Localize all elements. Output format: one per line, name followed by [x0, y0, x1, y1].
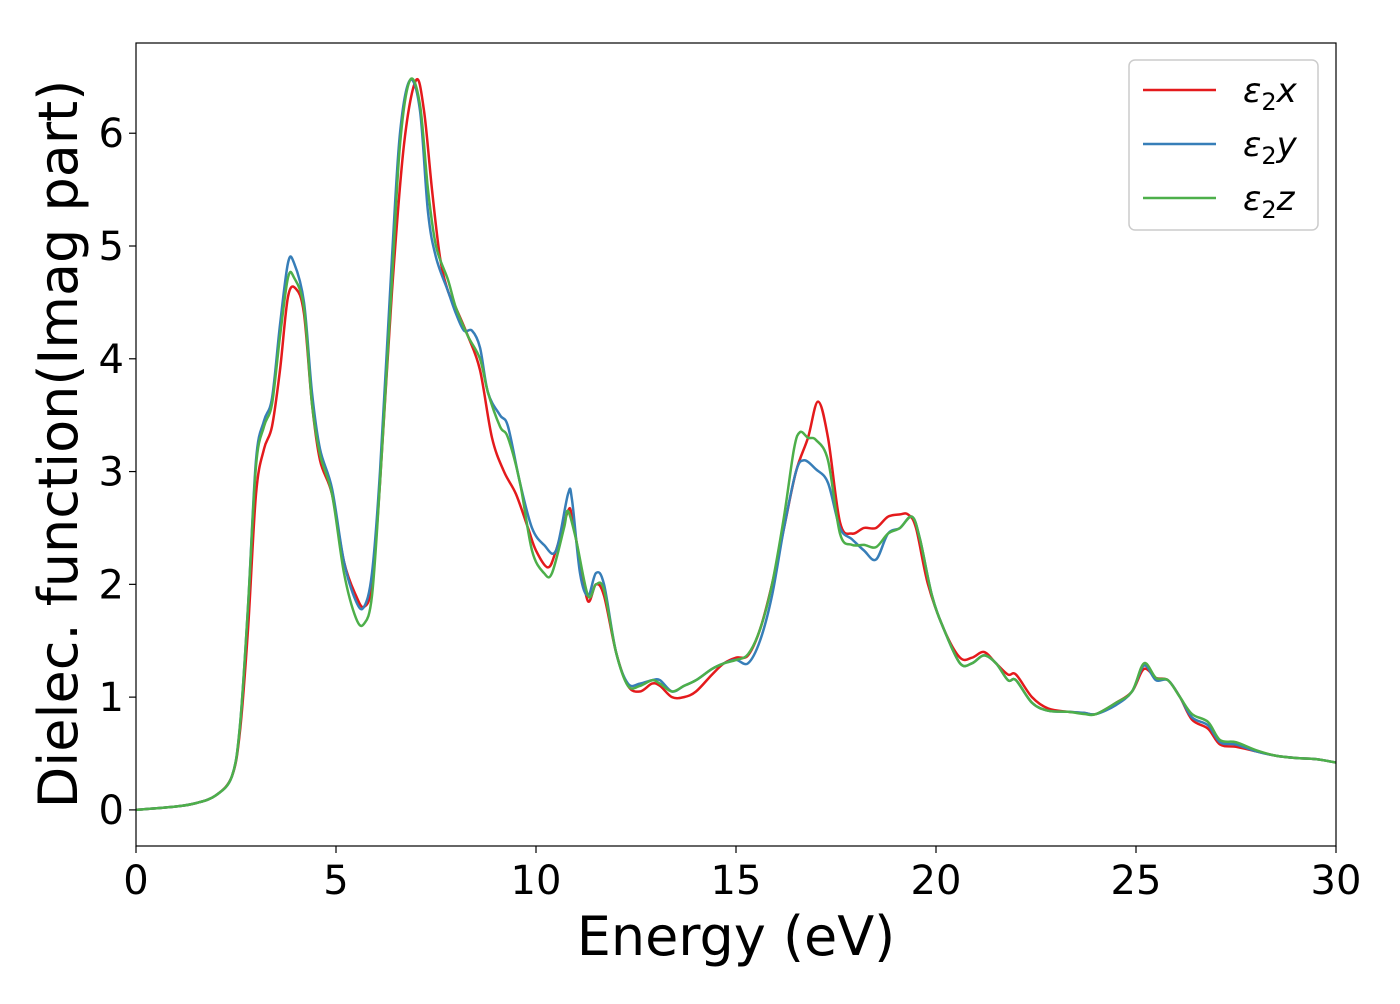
legend-label-y: ε2y [1243, 125, 1298, 170]
x-tick-label: 15 [711, 858, 762, 904]
x-tick-label: 20 [911, 858, 962, 904]
legend-label-x: ε2x [1243, 71, 1298, 116]
y-tick-label: 4 [99, 337, 124, 383]
x-tick-label: 30 [1311, 858, 1362, 904]
x-tick-label: 5 [323, 858, 348, 904]
y-axis-ticks: 0 1 2 3 4 5 6 [99, 111, 136, 834]
y-tick-label: 5 [99, 224, 124, 270]
y-tick-label: 0 [99, 788, 124, 834]
y-tick-label: 1 [99, 675, 124, 721]
y-axis-title: Dielec. function(Imag part) [27, 80, 90, 809]
x-tick-label: 25 [1111, 858, 1162, 904]
x-axis-ticks: 0 5 10 15 20 25 30 [123, 846, 1361, 904]
x-tick-label: 0 [123, 858, 148, 904]
y-tick-label: 6 [99, 111, 124, 157]
x-tick-label: 10 [511, 858, 562, 904]
series-layer [136, 77, 1336, 812]
legend: ε2x ε2y ε2z [1128, 59, 1319, 231]
y-tick-label: 2 [99, 562, 124, 608]
legend-items: ε2x ε2y ε2z [1143, 71, 1298, 224]
legend-box [1128, 59, 1319, 231]
legend-label-z: ε2z [1243, 179, 1296, 224]
x-axis-title: Energy (eV) [577, 905, 896, 968]
series-line-z [136, 77, 1336, 812]
y-tick-label: 3 [99, 450, 124, 496]
